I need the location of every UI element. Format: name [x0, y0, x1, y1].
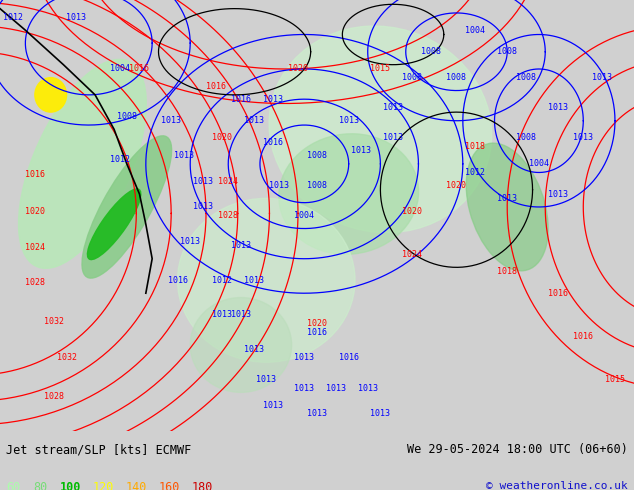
Text: 1020: 1020	[288, 65, 308, 74]
Text: 1028: 1028	[44, 392, 64, 401]
Text: 1013: 1013	[326, 384, 346, 392]
Text: 1016: 1016	[25, 170, 45, 179]
Text: 1013: 1013	[548, 190, 568, 198]
Text: 1013: 1013	[231, 310, 251, 319]
Text: 1008: 1008	[516, 133, 536, 143]
Text: 1018: 1018	[497, 267, 517, 276]
Text: 1008: 1008	[516, 73, 536, 82]
Ellipse shape	[82, 136, 172, 278]
Text: 100: 100	[60, 481, 81, 490]
Text: 80: 80	[33, 481, 47, 490]
Text: 1008: 1008	[421, 47, 441, 56]
Ellipse shape	[18, 59, 146, 269]
Text: 1012: 1012	[465, 168, 486, 177]
Text: 1020: 1020	[25, 207, 45, 216]
Text: 1013: 1013	[66, 13, 86, 22]
Text: 1013: 1013	[243, 116, 264, 125]
Text: 1013: 1013	[370, 410, 391, 418]
Text: 1012: 1012	[3, 13, 23, 22]
Text: 1004: 1004	[465, 25, 486, 35]
Ellipse shape	[279, 134, 418, 254]
Text: 1016: 1016	[307, 327, 327, 337]
Text: 1013: 1013	[269, 181, 289, 190]
Text: 160: 160	[158, 481, 180, 490]
Text: 1004: 1004	[529, 159, 549, 169]
Text: 1024: 1024	[218, 176, 238, 186]
Text: 180: 180	[191, 481, 213, 490]
Text: 1013: 1013	[358, 384, 378, 392]
Text: © weatheronline.co.uk: © weatheronline.co.uk	[486, 481, 628, 490]
Text: We 29-05-2024 18:00 UTC (06+60): We 29-05-2024 18:00 UTC (06+60)	[407, 443, 628, 457]
Text: 1004: 1004	[294, 211, 314, 220]
Text: 1013: 1013	[212, 310, 232, 319]
Text: 1016: 1016	[205, 82, 226, 91]
Text: 1018: 1018	[465, 142, 486, 151]
Text: 1013: 1013	[231, 241, 251, 250]
Text: 1020: 1020	[402, 207, 422, 216]
Text: 1008: 1008	[402, 73, 422, 82]
Text: 1016: 1016	[167, 276, 188, 285]
Text: 1020: 1020	[307, 319, 327, 328]
Text: 1016: 1016	[262, 138, 283, 147]
Text: 1013: 1013	[592, 73, 612, 82]
Text: 1013: 1013	[243, 345, 264, 354]
Ellipse shape	[178, 198, 355, 362]
Text: 1013: 1013	[383, 103, 403, 112]
Text: 1008: 1008	[117, 112, 137, 121]
Text: 1012: 1012	[212, 276, 232, 285]
Ellipse shape	[269, 26, 492, 233]
Text: 1020: 1020	[212, 133, 232, 143]
Ellipse shape	[87, 189, 141, 260]
Text: 1016: 1016	[573, 332, 593, 341]
Text: 1032: 1032	[56, 353, 77, 363]
Text: 1013: 1013	[193, 176, 213, 186]
Text: 1012: 1012	[110, 155, 131, 164]
Text: 1016: 1016	[129, 65, 150, 74]
Text: 1013: 1013	[497, 194, 517, 203]
Text: 1028: 1028	[25, 278, 45, 287]
Text: 1013: 1013	[256, 375, 276, 384]
Text: Jet stream/SLP [kts] ECMWF: Jet stream/SLP [kts] ECMWF	[6, 443, 191, 457]
Text: 1013: 1013	[262, 95, 283, 104]
Ellipse shape	[35, 77, 67, 112]
Text: 140: 140	[126, 481, 147, 490]
Text: 1008: 1008	[446, 73, 467, 82]
Text: 1024: 1024	[402, 250, 422, 259]
Text: 60: 60	[6, 481, 20, 490]
Text: 1013: 1013	[243, 276, 264, 285]
Text: 120: 120	[93, 481, 114, 490]
Text: 1013: 1013	[161, 116, 181, 125]
Text: 1013: 1013	[351, 147, 372, 155]
Text: 1013: 1013	[180, 237, 200, 246]
Text: 1013: 1013	[548, 103, 568, 112]
Text: 1004: 1004	[110, 65, 131, 74]
Text: 1008: 1008	[307, 181, 327, 190]
Text: 1015: 1015	[605, 375, 625, 384]
Text: 1013: 1013	[339, 116, 359, 125]
Text: 1013: 1013	[262, 401, 283, 410]
Text: 1020: 1020	[446, 181, 467, 190]
Text: 1013: 1013	[294, 384, 314, 392]
Text: 1008: 1008	[307, 151, 327, 160]
Text: 1013: 1013	[294, 353, 314, 363]
Text: 1024: 1024	[25, 244, 45, 252]
Text: 1013: 1013	[383, 133, 403, 143]
Text: 1013: 1013	[193, 202, 213, 212]
Ellipse shape	[466, 143, 548, 271]
Text: 1013: 1013	[573, 133, 593, 143]
Text: 1015: 1015	[370, 65, 391, 74]
Text: 1028: 1028	[218, 211, 238, 220]
Text: 1016: 1016	[339, 353, 359, 363]
Text: 1013: 1013	[174, 151, 194, 160]
Text: 1016: 1016	[231, 95, 251, 104]
Text: 1013: 1013	[307, 410, 327, 418]
Text: 1008: 1008	[497, 47, 517, 56]
Text: 1016: 1016	[548, 289, 568, 298]
Ellipse shape	[190, 297, 292, 392]
Text: 1032: 1032	[44, 317, 64, 326]
